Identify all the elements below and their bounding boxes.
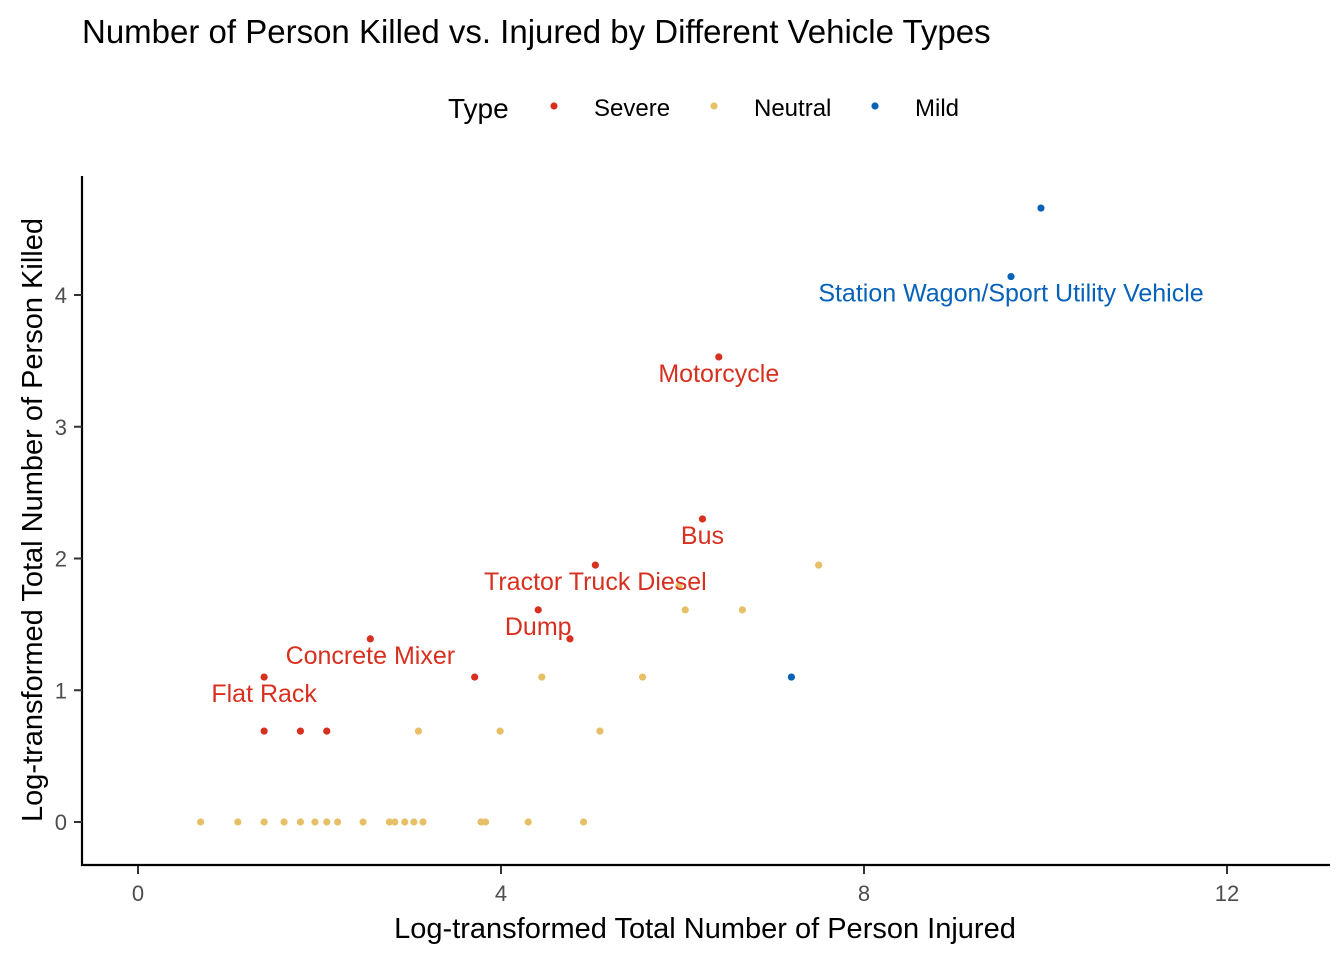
data-point-neutral — [524, 818, 532, 826]
data-point-mild — [1037, 204, 1045, 212]
data-point-severe — [323, 727, 331, 735]
data-point-neutral — [197, 818, 205, 826]
data-point-mild — [787, 673, 796, 681]
data-point-severe — [260, 727, 268, 735]
legend-label-mild: Mild — [915, 95, 959, 122]
data-point-mild — [1007, 272, 1015, 281]
data-point-severe — [471, 673, 479, 681]
series-mild — [787, 204, 1045, 681]
x-tick-label: 12 — [1215, 881, 1239, 906]
y-tick-label: 4 — [55, 283, 67, 308]
data-point-severe — [296, 727, 305, 735]
data-point-neutral — [311, 818, 319, 826]
data-point-neutral — [538, 673, 546, 681]
series-severe — [260, 353, 723, 735]
data-point-neutral — [385, 818, 393, 826]
data-point-neutral — [414, 727, 423, 735]
x-axis-title: Log-transformed Total Number of Person I… — [394, 913, 1016, 945]
data-point-neutral — [738, 606, 746, 614]
data-point-neutral — [391, 818, 399, 826]
y-tick-label: 1 — [55, 678, 67, 703]
data-point-neutral — [401, 818, 409, 826]
point-label: Station Wagon/Sport Utility Vehicle — [818, 280, 1203, 308]
point-label: Tractor Truck Diesel — [484, 568, 707, 596]
legend-key-neutral — [710, 102, 718, 110]
y-tick-label: 3 — [55, 415, 67, 440]
series-neutral — [197, 561, 823, 826]
legend-key-severe — [550, 102, 558, 110]
legend-label-neutral: Neutral — [754, 95, 831, 122]
data-point-neutral — [815, 561, 823, 569]
data-point-severe — [591, 561, 599, 569]
data-point-severe — [715, 353, 723, 361]
y-axis-title: Log-transformed Total Number of Person K… — [17, 218, 49, 822]
data-point-severe — [366, 635, 374, 643]
data-point-severe — [260, 673, 268, 681]
y-tick-label: 0 — [55, 810, 67, 835]
data-point-neutral — [323, 818, 331, 826]
point-label: Concrete Mixer — [286, 642, 456, 670]
data-point-neutral — [681, 606, 689, 614]
data-point-neutral — [410, 818, 418, 826]
data-point-neutral — [638, 673, 647, 681]
point-label: Motorcycle — [658, 360, 779, 388]
data-point-neutral — [675, 582, 683, 590]
data-point-neutral — [596, 727, 604, 735]
point-label: Dump — [505, 613, 572, 641]
y-tick-label: 2 — [55, 547, 67, 572]
data-point-neutral — [234, 818, 242, 826]
data-point-neutral — [419, 818, 427, 826]
point-label: Bus — [681, 522, 724, 550]
x-tick-label: 4 — [495, 881, 507, 906]
x-tick-label: 0 — [132, 881, 144, 906]
data-point-neutral — [296, 818, 305, 826]
chart-title: Number of Person Killed vs. Injured by D… — [82, 13, 991, 50]
data-point-severe — [566, 635, 574, 643]
point-label: Flat Rack — [211, 680, 317, 708]
legend-label-severe: Severe — [594, 95, 670, 122]
data-point-neutral — [579, 818, 588, 826]
data-point-neutral — [334, 818, 342, 826]
legend-key-mild — [871, 102, 879, 110]
data-point-neutral — [280, 818, 288, 826]
x-tick-label: 8 — [858, 881, 870, 906]
data-point-severe — [698, 515, 707, 523]
data-point-neutral — [481, 818, 490, 826]
legend-title: Type — [448, 93, 509, 124]
legend: Type Severe Neutral Mild — [448, 93, 959, 124]
data-point-neutral — [496, 727, 504, 735]
data-point-neutral — [260, 818, 268, 826]
data-point-neutral — [359, 818, 367, 826]
data-point-severe — [534, 606, 542, 614]
